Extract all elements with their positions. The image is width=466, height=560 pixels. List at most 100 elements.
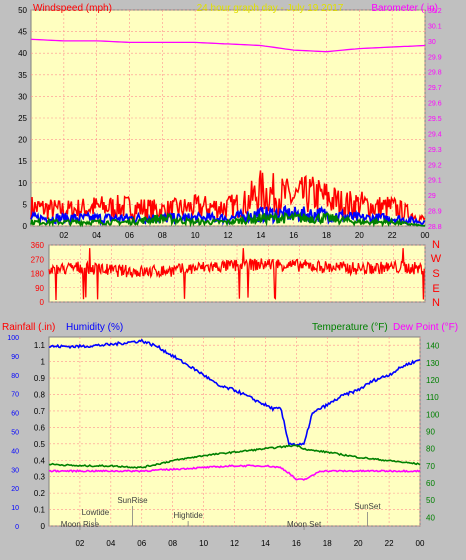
series-line-1 [48, 444, 421, 469]
windspeed-line-1 [30, 170, 426, 224]
series-line-0 [49, 338, 421, 447]
barometer-tick-label: 29.4 [428, 131, 442, 138]
wind-direction-series [48, 248, 425, 301]
temperature-tick-label: 80 [426, 445, 435, 454]
event-label: Moon Set [287, 520, 322, 529]
wind-x-tick-label: 16 [289, 231, 298, 240]
rainfall-tick-label: 0.1 [34, 506, 46, 515]
temperature-tick-label: 130 [426, 359, 440, 368]
wind-x-tick-label: 08 [158, 231, 167, 240]
temperature-tick-label: 50 [426, 496, 435, 505]
rainfall-tick-label: 0.3 [34, 473, 46, 482]
temp-x-tick-label: 02 [75, 539, 84, 548]
direction-tick-label: 270 [31, 255, 45, 264]
barometer-tick-label: 29.1 [428, 178, 442, 185]
wind-x-tick-label: 22 [388, 231, 397, 240]
direction-tick-label: 180 [31, 270, 45, 279]
barometer-tick-label: 29.2 [428, 162, 442, 169]
temp-x-tick-label: 16 [292, 539, 301, 548]
humidity-tick-label: 70 [11, 392, 19, 399]
temperature-tick-label: 100 [426, 410, 440, 419]
windspeed-tick-label: 20 [18, 136, 27, 145]
dewpoint-axis-label: Dew Point (°F) [393, 322, 458, 333]
temperature-tick-label: 70 [426, 462, 435, 471]
rainfall-tick-label: 0.6 [34, 423, 46, 432]
rainfall-tick-label: 0.9 [34, 374, 46, 383]
compass-letter: N [432, 297, 440, 309]
humidity-tick-label: 20 [11, 486, 19, 493]
direction-tick-label: 90 [35, 284, 44, 293]
rainfall-tick-label: 0 [41, 522, 46, 531]
humidity-tick-label: 90 [11, 354, 19, 361]
barometer-tick-labels: 28.8 28.9 29 29.1 29.2 29.3 29.4 29.5 29.6 29.7 29… [428, 8, 442, 231]
windspeed-tick-label: 30 [18, 92, 27, 101]
rainfall-tick-label: 0.5 [34, 440, 46, 449]
event-label: Moon Rise [61, 520, 100, 529]
wind-x-tick-label: 18 [322, 231, 331, 240]
wind-x-tick-label: 00 [421, 231, 430, 240]
temperature-tick-labels: 40 50 60 70 80 90 100 110 120 130 140 [426, 342, 440, 523]
wind-x-tick-label: 20 [355, 231, 364, 240]
barometer-tick-label: 28.8 [428, 224, 442, 231]
temperature-tick-label: 90 [426, 428, 435, 437]
windspeed-tick-label: 35 [18, 71, 27, 80]
windspeed-tick-label: 50 [18, 6, 27, 15]
compass-letter: N [432, 239, 440, 251]
wind-x-tick-label: 06 [125, 231, 134, 240]
temperature-axis-label: Temperature (°F) [312, 322, 388, 333]
wind-direction-grid [49, 244, 426, 303]
temperature-tick-label: 140 [426, 342, 440, 351]
rainfall-tick-label: 1 [41, 358, 46, 367]
barometer-tick-label: 29 [428, 193, 436, 200]
temp-x-tick-label: 06 [137, 539, 146, 548]
barometer-tick-label: 30.1 [428, 23, 442, 30]
event-label: Lowtide [82, 508, 110, 517]
barometer-axis-label: Barometer (.in) [371, 3, 438, 14]
direction-tick-label: 360 [31, 241, 45, 250]
humidity-axis-label: Humidity (%) [66, 322, 123, 333]
barometer-tick-label: 29.8 [428, 70, 442, 77]
barometer-tick-label: 29.7 [428, 85, 442, 92]
wind-x-tick-label: 04 [92, 231, 101, 240]
humidity-tick-labels: 0 10 20 30 40 50 60 70 80 90 100 [7, 335, 19, 531]
wind-direction-tick-labels: 0 90 180 270 360 [31, 241, 45, 307]
rainfall-tick-labels: 0 0.1 0.2 0.3 0.4 0.5 0.6 0.7 0.8 0.9 1 1.1 [34, 341, 46, 531]
compass-letter: W [431, 253, 442, 265]
wind-baro-series [30, 38, 426, 228]
barometer-tick-label: 30 [428, 39, 436, 46]
windspeed-tick-label: 25 [18, 114, 27, 123]
rainfall-axis-label: Rainfall (.in) [2, 322, 55, 333]
windspeed-axis-label: Windspeed (mph) [33, 3, 112, 14]
compass-letter: S [432, 268, 439, 280]
temperature-tick-label: 120 [426, 376, 440, 385]
temp-x-tick-label: 00 [416, 539, 425, 548]
wind-baro-grid [31, 9, 426, 227]
rainfall-tick-label: 0.8 [34, 391, 46, 400]
barometer-line [30, 38, 426, 53]
humidity-tick-label: 30 [11, 467, 19, 474]
humidity-tick-label: 100 [7, 335, 19, 342]
rainfall-tick-label: 0.2 [34, 489, 46, 498]
rainfall-tick-label: 0.7 [34, 407, 46, 416]
barometer-tick-label: 29.3 [428, 147, 442, 154]
astro-events: Moon Rise Lowtide SunRise Hightide Moon Set S… [61, 496, 381, 530]
temp-x-tick-label: 08 [168, 539, 177, 548]
temp-x-tick-label: 22 [385, 539, 394, 548]
temp-x-tick-labels: 02 04 06 08 10 12 14 16 18 20 22 00 [75, 539, 425, 548]
windspeed-tick-label: 40 [18, 49, 27, 58]
rainfall-tick-label: 0.4 [34, 456, 46, 465]
temp-x-tick-label: 10 [199, 539, 208, 548]
windspeed-tick-label: 0 [23, 222, 28, 231]
event-label: SunSet [354, 502, 381, 511]
temperature-tick-label: 40 [426, 513, 435, 522]
temp-humidity-series [48, 338, 421, 481]
windspeed-line-3 [30, 211, 426, 228]
series-line-2 [48, 464, 421, 481]
windspeed-tick-label: 15 [18, 157, 27, 166]
direction-tick-label: 0 [40, 298, 45, 307]
temp-x-tick-label: 04 [106, 539, 115, 548]
wind-x-tick-label: 02 [59, 231, 68, 240]
event-label: SunRise [117, 496, 148, 505]
